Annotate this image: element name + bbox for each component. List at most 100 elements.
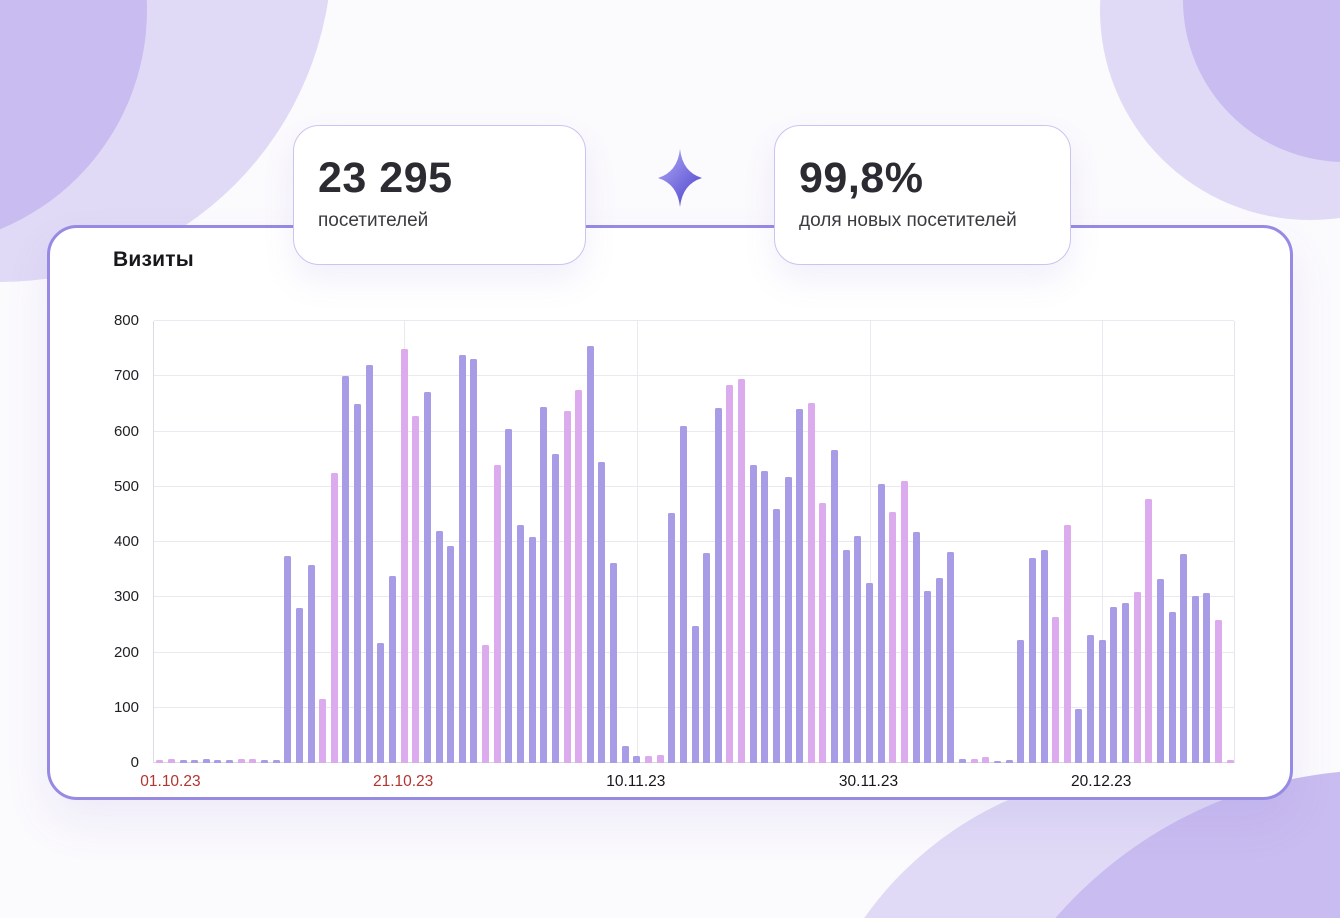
bar[interactable] bbox=[319, 699, 327, 763]
bar[interactable] bbox=[633, 755, 641, 763]
bar[interactable] bbox=[598, 461, 606, 763]
bar[interactable] bbox=[912, 532, 920, 763]
bar[interactable] bbox=[691, 625, 699, 763]
bar[interactable] bbox=[993, 760, 1001, 763]
bar[interactable] bbox=[854, 536, 862, 763]
bar[interactable] bbox=[261, 760, 269, 763]
bar[interactable] bbox=[307, 565, 315, 763]
bar[interactable] bbox=[295, 608, 303, 763]
bar[interactable] bbox=[167, 759, 175, 763]
bar[interactable] bbox=[1191, 595, 1199, 763]
chart-title: Визиты bbox=[113, 248, 194, 271]
bar[interactable] bbox=[1215, 620, 1223, 763]
bar[interactable] bbox=[807, 402, 815, 763]
bar[interactable] bbox=[237, 758, 245, 763]
bar[interactable] bbox=[761, 471, 769, 763]
bar[interactable] bbox=[1156, 579, 1164, 763]
bar[interactable] bbox=[1087, 634, 1095, 763]
bar[interactable] bbox=[819, 503, 827, 763]
bar[interactable] bbox=[1110, 606, 1118, 763]
bar[interactable] bbox=[714, 407, 722, 763]
bar[interactable] bbox=[249, 759, 257, 763]
bar[interactable] bbox=[447, 545, 455, 763]
bar[interactable] bbox=[551, 453, 559, 763]
bar[interactable] bbox=[842, 549, 850, 763]
bar[interactable] bbox=[1017, 640, 1025, 763]
bar[interactable] bbox=[470, 358, 478, 763]
bar[interactable] bbox=[1005, 759, 1013, 763]
bar[interactable] bbox=[877, 484, 885, 763]
y-axis-label: 300 bbox=[113, 588, 139, 606]
bar[interactable] bbox=[330, 472, 338, 763]
bar[interactable] bbox=[924, 590, 932, 763]
bar[interactable] bbox=[435, 530, 443, 763]
bar[interactable] bbox=[644, 755, 652, 763]
bar[interactable] bbox=[179, 760, 187, 763]
bar[interactable] bbox=[947, 551, 955, 763]
bar[interactable] bbox=[1040, 550, 1048, 763]
bar[interactable] bbox=[982, 757, 990, 763]
bar[interactable] bbox=[528, 537, 536, 763]
bar[interactable] bbox=[575, 390, 583, 763]
bar[interactable] bbox=[516, 525, 524, 763]
bar[interactable] bbox=[900, 481, 908, 763]
bar[interactable] bbox=[1028, 558, 1036, 763]
new-visitors-stat-card: 99,8% доля новых посетителей bbox=[774, 125, 1071, 265]
new-visitors-value: 99,8% bbox=[799, 154, 924, 202]
bar[interactable] bbox=[831, 449, 839, 763]
bar[interactable] bbox=[668, 513, 676, 763]
bar[interactable] bbox=[423, 392, 431, 763]
bar[interactable] bbox=[156, 759, 164, 763]
bar[interactable] bbox=[389, 576, 396, 763]
bar[interactable] bbox=[749, 464, 757, 763]
bar[interactable] bbox=[679, 425, 687, 763]
bar[interactable] bbox=[703, 553, 711, 763]
bar[interactable] bbox=[458, 354, 466, 763]
bar[interactable] bbox=[621, 746, 629, 763]
bar[interactable] bbox=[772, 508, 780, 763]
bar[interactable] bbox=[784, 476, 792, 763]
bar[interactable] bbox=[970, 758, 978, 763]
bar[interactable] bbox=[610, 563, 618, 763]
bar[interactable] bbox=[400, 348, 408, 763]
bar[interactable] bbox=[726, 384, 734, 763]
bar[interactable] bbox=[540, 406, 548, 763]
bar[interactable] bbox=[1052, 616, 1060, 763]
bar[interactable] bbox=[505, 428, 513, 763]
bar[interactable] bbox=[796, 409, 804, 763]
bar[interactable] bbox=[226, 759, 234, 763]
bar[interactable] bbox=[1226, 760, 1234, 763]
bar[interactable] bbox=[1121, 602, 1129, 763]
bar[interactable] bbox=[284, 555, 292, 763]
bar[interactable] bbox=[1063, 524, 1071, 763]
bar[interactable] bbox=[586, 345, 594, 763]
bar[interactable] bbox=[365, 364, 373, 763]
bar[interactable] bbox=[493, 464, 501, 763]
bar[interactable] bbox=[935, 577, 943, 763]
bar[interactable] bbox=[202, 759, 210, 763]
bar[interactable] bbox=[1203, 592, 1211, 763]
bar[interactable] bbox=[191, 759, 199, 763]
bar[interactable] bbox=[1180, 554, 1188, 763]
gridline-horizontal bbox=[154, 375, 1234, 377]
bar[interactable] bbox=[354, 403, 362, 763]
bar[interactable] bbox=[1168, 612, 1176, 763]
visitors-value: 23 295 bbox=[318, 154, 453, 202]
bar[interactable] bbox=[656, 754, 664, 763]
bar[interactable] bbox=[738, 379, 746, 763]
bar[interactable] bbox=[342, 376, 350, 763]
bar[interactable] bbox=[412, 416, 420, 763]
bar[interactable] bbox=[377, 643, 385, 763]
bar[interactable] bbox=[959, 758, 967, 763]
bar[interactable] bbox=[563, 411, 571, 763]
bar[interactable] bbox=[1098, 640, 1106, 763]
bar[interactable] bbox=[482, 644, 490, 763]
bar[interactable] bbox=[272, 759, 280, 763]
bar[interactable] bbox=[889, 511, 897, 763]
bar[interactable] bbox=[1145, 498, 1153, 763]
bar[interactable] bbox=[1133, 591, 1141, 763]
bar[interactable] bbox=[866, 583, 874, 763]
bar[interactable] bbox=[214, 760, 222, 763]
bar[interactable] bbox=[1075, 708, 1083, 763]
